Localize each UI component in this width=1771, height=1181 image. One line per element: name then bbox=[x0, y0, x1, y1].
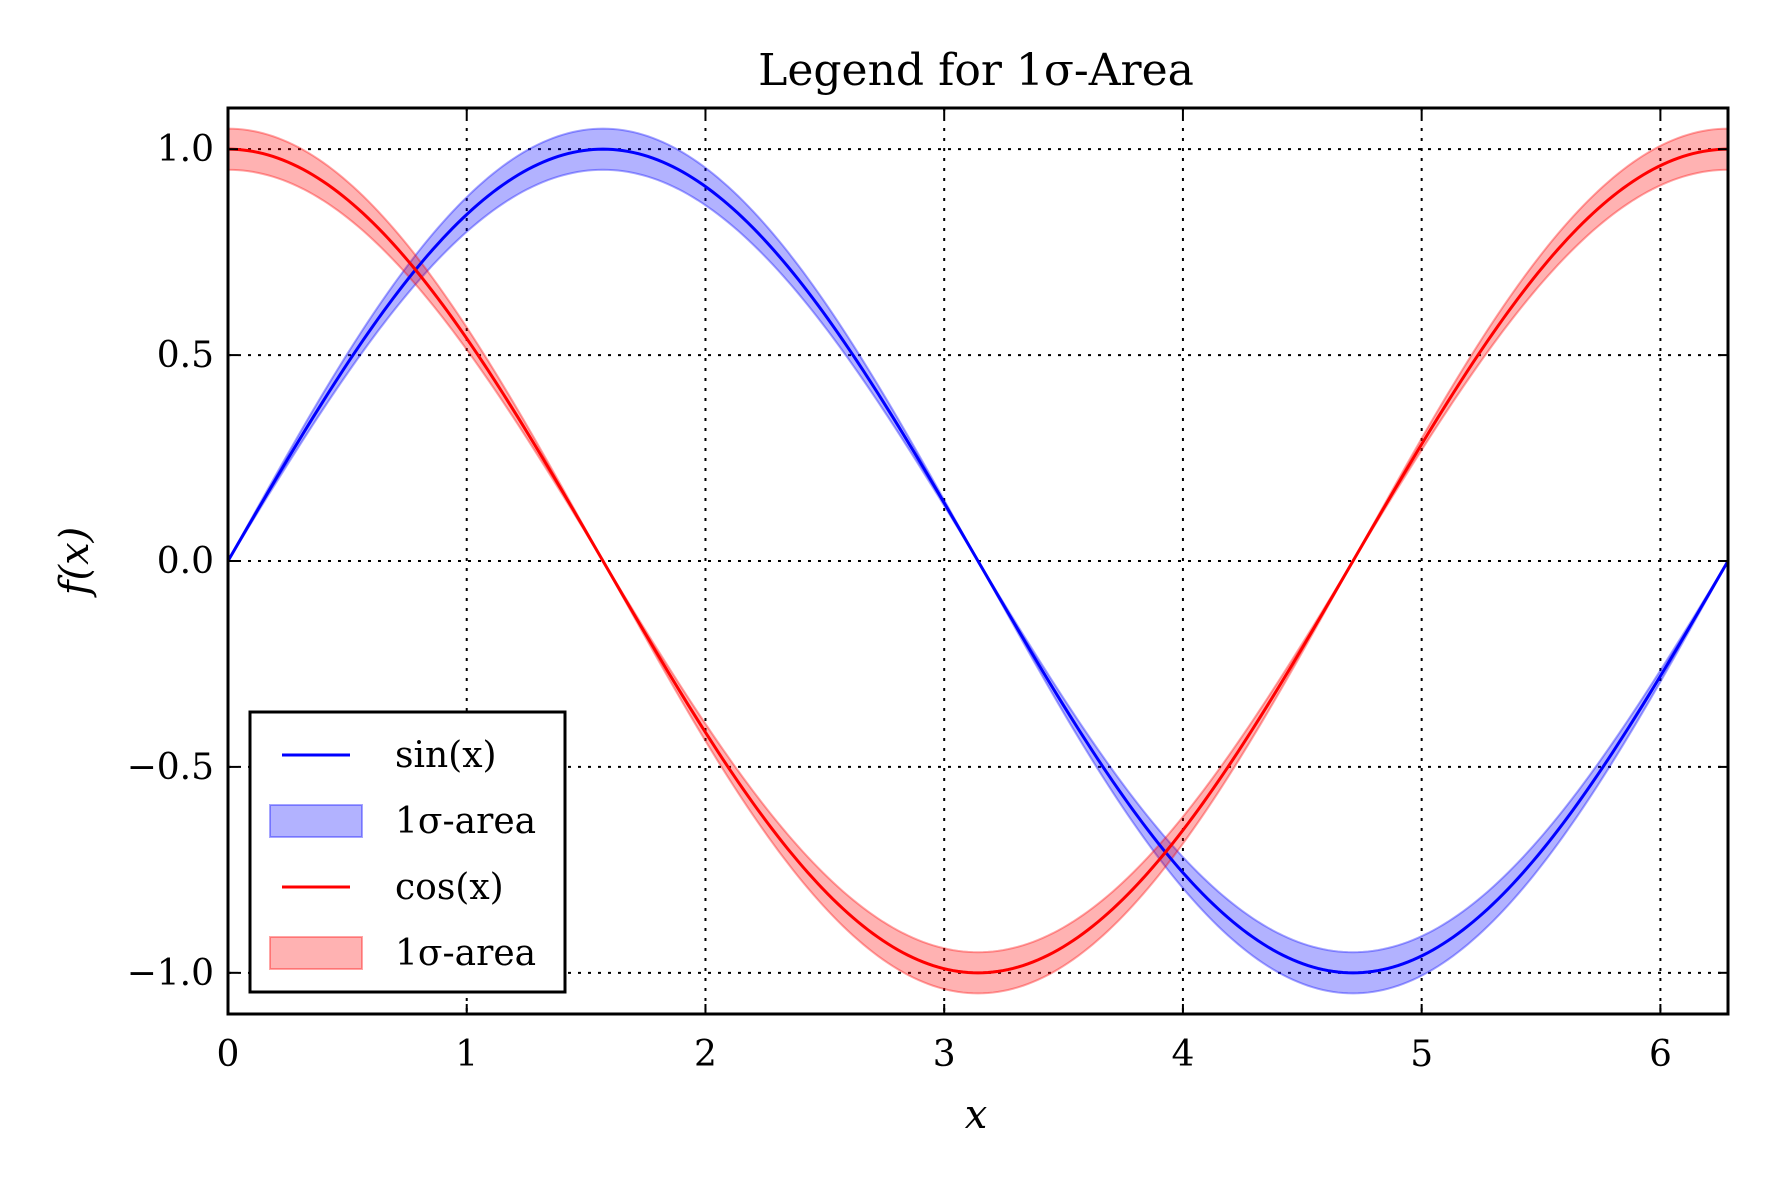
x-tick-label: 1 bbox=[455, 1034, 478, 1075]
y-tick-label: 0.5 bbox=[157, 335, 214, 376]
y-tick-label: −1.0 bbox=[127, 953, 214, 994]
y-axis-label: f(x) bbox=[52, 527, 98, 599]
legend-patch-swatch bbox=[269, 804, 363, 838]
y-tick-label: 1.0 bbox=[157, 129, 214, 170]
cos-line bbox=[227, 147, 1729, 975]
x-tick-label: 4 bbox=[1171, 1034, 1194, 1075]
x-tick-label: 0 bbox=[217, 1034, 240, 1075]
chart-title: Legend for 1σ-Area bbox=[758, 45, 1194, 96]
x-tick-label: 5 bbox=[1410, 1034, 1433, 1075]
x-tick-label: 6 bbox=[1649, 1034, 1672, 1075]
legend: sin(x) 1σ-area cos(x) 1σ-area bbox=[248, 710, 567, 994]
legend-label: 1σ-area bbox=[395, 801, 536, 842]
x-tick-labels: 0 1 2 3 4 5 6 bbox=[217, 1034, 1672, 1075]
y-tick-label: 0.0 bbox=[157, 541, 214, 582]
legend-box bbox=[248, 710, 567, 994]
axis-ticks bbox=[227, 108, 1728, 1014]
legend-label: cos(x) bbox=[395, 867, 504, 908]
y-tick-labels: 1.0 0.5 0.0 −0.5 −1.0 bbox=[127, 129, 214, 994]
x-tick-label: 2 bbox=[694, 1034, 717, 1075]
x-axis-label: x bbox=[965, 1092, 988, 1138]
sin-line bbox=[226, 147, 1730, 975]
y-tick-label: −0.5 bbox=[127, 747, 214, 788]
legend-label: sin(x) bbox=[395, 735, 497, 776]
legend-label: 1σ-area bbox=[395, 933, 536, 974]
legend-patch-swatch bbox=[269, 936, 363, 970]
x-tick-label: 3 bbox=[933, 1034, 956, 1075]
series-lines bbox=[226, 147, 1730, 975]
